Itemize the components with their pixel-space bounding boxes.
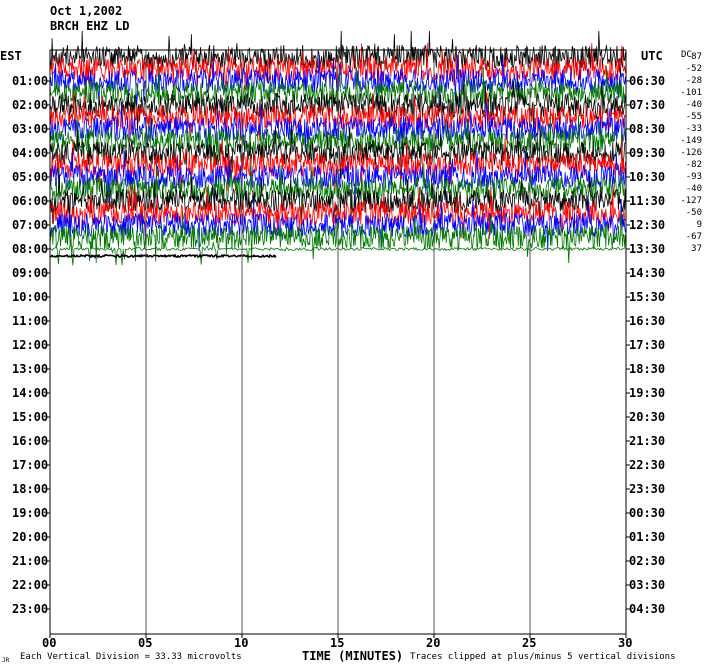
dc-offset-value: -40 [685, 100, 702, 110]
est-hour-label: 04:00 [12, 146, 49, 160]
est-hour-label: 16:00 [12, 434, 49, 448]
est-hour-label: 22:00 [12, 578, 49, 592]
utc-hour-label: 16:30 [629, 314, 666, 328]
est-hour-label: 21:00 [12, 554, 49, 568]
dc-offset-value: -93 [685, 172, 702, 182]
x-tick-label: 05 [138, 636, 153, 650]
utc-hour-label: 20:30 [629, 410, 666, 424]
utc-hour-label: 10:30 [629, 170, 666, 184]
utc-hour-label: 18:30 [629, 362, 666, 376]
est-hour-label: 08:00 [12, 242, 49, 256]
dc-offset-value: -50 [685, 208, 702, 218]
corner-mark: JR [2, 657, 10, 664]
dc-offset-header: DC [681, 50, 692, 60]
dc-offset-value: -82 [685, 160, 702, 170]
est-hour-label: 09:00 [12, 266, 49, 280]
dc-offset-value: -126 [680, 148, 702, 158]
utc-hour-label: 02:30 [629, 554, 666, 568]
dc-offset-value: -149 [680, 136, 702, 146]
utc-hour-label: 00:30 [629, 506, 666, 520]
est-hour-label: 03:00 [12, 122, 49, 136]
est-hour-label: 15:00 [12, 410, 49, 424]
minute-gridlines [145, 50, 531, 634]
est-hour-label: 17:00 [12, 458, 49, 472]
est-hour-label: 13:00 [12, 362, 49, 376]
x-tick-label: 30 [618, 636, 633, 650]
utc-hour-label: 06:30 [629, 74, 666, 88]
est-hour-label: 20:00 [12, 530, 49, 544]
plot-frame [46, 49, 630, 638]
utc-hour-label: 21:30 [629, 434, 666, 448]
utc-hour-label: 04:30 [629, 602, 666, 616]
utc-hour-label: 23:30 [629, 482, 666, 496]
x-tick-label: 20 [426, 636, 441, 650]
dc-offset-value: -55 [685, 112, 702, 122]
dc-offset-value: -40 [685, 184, 702, 194]
utc-hour-label: 13:30 [629, 242, 666, 256]
dc-offset-value: -127 [680, 196, 702, 206]
est-hour-label: 14:00 [12, 386, 49, 400]
utc-hour-label: 12:30 [629, 218, 666, 232]
est-hour-label: 10:00 [12, 290, 49, 304]
division-label: Each Vertical Division = [20, 652, 151, 662]
x-axis-title: TIME (MINUTES) [302, 649, 404, 663]
est-hour-label: 07:00 [12, 218, 49, 232]
est-hour-label: 02:00 [12, 98, 49, 112]
dc-offset-value: 9 [696, 220, 702, 230]
est-hour-label: 12:00 [12, 338, 49, 352]
est-hour-label: 01:00 [12, 74, 49, 88]
est-hour-label: 18:00 [12, 482, 49, 496]
dc-offset-value: -67 [685, 232, 702, 242]
utc-hour-label: 08:30 [629, 122, 666, 136]
utc-hour-label: 11:30 [629, 194, 666, 208]
plot-date: Oct 1,2002 [50, 4, 123, 18]
est-hour-label: 06:00 [12, 194, 49, 208]
utc-hour-label: 19:30 [629, 386, 666, 400]
x-tick-label: 25 [522, 636, 537, 650]
x-tick-label: 15 [330, 636, 345, 650]
dc-offset-value: -101 [680, 88, 702, 98]
dc-offset-value: -33 [685, 124, 702, 134]
est-hour-label: 11:00 [12, 314, 49, 328]
utc-hour-label: 14:30 [629, 266, 666, 280]
est-hour-label: 05:00 [12, 170, 49, 184]
est-hour-label: 23:00 [12, 602, 49, 616]
utc-hour-label: 09:30 [629, 146, 666, 160]
est-hour-label: 19:00 [12, 506, 49, 520]
dc-offset-value: -52 [685, 64, 702, 74]
x-tick-label: 10 [234, 636, 249, 650]
utc-hour-label: 17:30 [629, 338, 666, 352]
utc-hour-label: 07:30 [629, 98, 666, 112]
utc-hour-label: 22:30 [629, 458, 666, 472]
utc-hour-label: 03:30 [629, 578, 666, 592]
dc-offset-value: 37 [691, 244, 702, 254]
dc-offset-value: 87 [691, 52, 702, 62]
clip-note: Traces clipped at plus/minus 5 vertical … [410, 652, 676, 662]
x-tick-label: 00 [42, 636, 57, 650]
utc-hour-label: 01:30 [629, 530, 666, 544]
right-timezone-label: UTC [641, 49, 663, 63]
dc-offset-value: -28 [685, 76, 702, 86]
partial-trace-line [50, 253, 277, 259]
left-timezone-label: EST [0, 49, 22, 63]
utc-hour-label: 15:30 [629, 290, 666, 304]
division-value: 33.33 microvolts [155, 652, 242, 662]
station-code: BRCH EHZ LD [50, 19, 130, 33]
